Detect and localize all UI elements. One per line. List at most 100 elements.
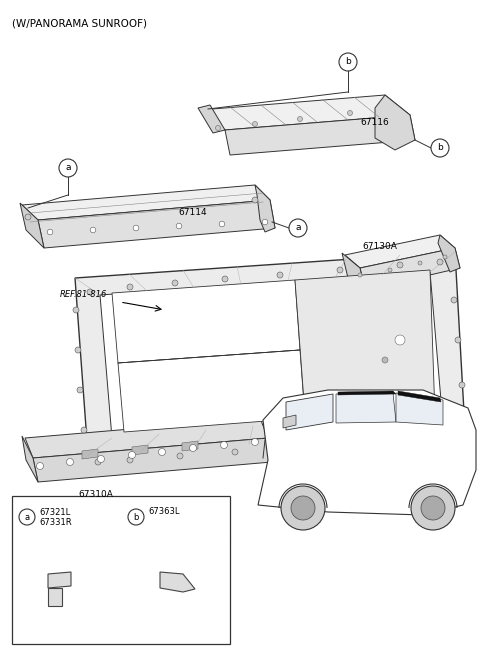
- Polygon shape: [22, 185, 270, 220]
- Polygon shape: [12, 496, 230, 644]
- Circle shape: [281, 486, 325, 530]
- Circle shape: [437, 432, 443, 438]
- Polygon shape: [258, 390, 476, 515]
- Polygon shape: [112, 280, 300, 363]
- Circle shape: [291, 496, 315, 520]
- Circle shape: [451, 297, 457, 303]
- Text: 67363L: 67363L: [148, 507, 180, 517]
- Text: b: b: [345, 57, 351, 66]
- Text: 67116: 67116: [360, 118, 389, 127]
- Polygon shape: [283, 415, 296, 428]
- Polygon shape: [225, 115, 415, 155]
- Circle shape: [172, 280, 178, 286]
- Circle shape: [459, 382, 465, 388]
- Circle shape: [395, 335, 405, 345]
- Polygon shape: [82, 449, 98, 459]
- Polygon shape: [160, 572, 195, 592]
- Circle shape: [459, 417, 465, 423]
- Circle shape: [287, 445, 293, 451]
- Polygon shape: [20, 203, 44, 248]
- Circle shape: [190, 445, 196, 451]
- Circle shape: [222, 276, 228, 282]
- Circle shape: [397, 262, 403, 268]
- Polygon shape: [182, 441, 198, 451]
- Circle shape: [73, 307, 79, 313]
- Polygon shape: [132, 445, 148, 455]
- Circle shape: [277, 272, 283, 278]
- Text: 67321L
67331R: 67321L 67331R: [39, 508, 72, 528]
- Circle shape: [437, 259, 443, 265]
- Polygon shape: [25, 418, 268, 458]
- Circle shape: [81, 427, 87, 433]
- Polygon shape: [338, 391, 396, 395]
- Circle shape: [388, 268, 392, 272]
- Text: (W/PANORAMA SUNROOF): (W/PANORAMA SUNROOF): [12, 18, 147, 28]
- Polygon shape: [22, 436, 38, 482]
- Circle shape: [392, 437, 398, 443]
- Circle shape: [252, 122, 257, 126]
- Circle shape: [36, 463, 44, 470]
- Text: 67114: 67114: [178, 208, 206, 217]
- Polygon shape: [118, 350, 305, 432]
- Circle shape: [90, 227, 96, 233]
- Text: 67310A: 67310A: [78, 490, 113, 499]
- Circle shape: [75, 347, 81, 353]
- Polygon shape: [295, 270, 435, 415]
- Polygon shape: [48, 588, 62, 606]
- Circle shape: [431, 139, 449, 157]
- Text: 67130A: 67130A: [362, 242, 397, 251]
- Circle shape: [418, 261, 422, 265]
- Circle shape: [232, 449, 238, 455]
- Polygon shape: [336, 393, 396, 423]
- Polygon shape: [396, 393, 443, 425]
- Circle shape: [133, 225, 139, 231]
- Circle shape: [53, 594, 59, 600]
- Circle shape: [127, 284, 133, 290]
- Polygon shape: [360, 248, 460, 290]
- Circle shape: [128, 509, 144, 525]
- Polygon shape: [38, 200, 275, 248]
- Circle shape: [252, 438, 259, 445]
- Circle shape: [95, 459, 101, 465]
- Text: REF.81-816: REF.81-816: [60, 290, 108, 299]
- Circle shape: [87, 289, 93, 295]
- Text: b: b: [133, 513, 139, 522]
- Text: a: a: [24, 513, 30, 522]
- Polygon shape: [286, 394, 333, 430]
- Circle shape: [158, 449, 166, 455]
- Circle shape: [252, 197, 258, 203]
- Polygon shape: [48, 572, 71, 588]
- Polygon shape: [200, 95, 410, 130]
- Text: b: b: [437, 143, 443, 153]
- Circle shape: [219, 221, 225, 227]
- Circle shape: [177, 453, 183, 459]
- Circle shape: [97, 455, 105, 463]
- Polygon shape: [345, 235, 455, 268]
- Polygon shape: [255, 185, 275, 232]
- Circle shape: [382, 357, 388, 363]
- Circle shape: [411, 486, 455, 530]
- Polygon shape: [398, 391, 441, 402]
- Circle shape: [59, 159, 77, 177]
- Circle shape: [337, 441, 343, 447]
- Circle shape: [289, 219, 307, 237]
- Circle shape: [67, 459, 73, 465]
- Circle shape: [77, 387, 83, 393]
- Polygon shape: [438, 235, 460, 272]
- Circle shape: [19, 509, 35, 525]
- Polygon shape: [342, 253, 365, 290]
- Polygon shape: [100, 272, 442, 438]
- Polygon shape: [198, 105, 225, 133]
- Circle shape: [337, 267, 343, 273]
- Circle shape: [455, 337, 461, 343]
- Circle shape: [358, 273, 362, 277]
- Circle shape: [421, 496, 445, 520]
- Circle shape: [339, 53, 357, 71]
- Circle shape: [220, 442, 228, 449]
- Text: a: a: [65, 163, 71, 172]
- Circle shape: [348, 111, 352, 116]
- Circle shape: [129, 451, 135, 459]
- Circle shape: [127, 457, 133, 463]
- Circle shape: [25, 214, 31, 220]
- Circle shape: [47, 229, 53, 235]
